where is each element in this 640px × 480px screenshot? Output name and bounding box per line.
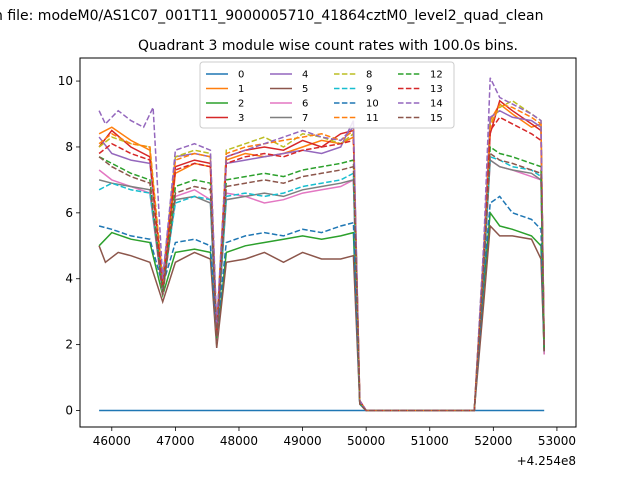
series-line-14 <box>98 77 545 412</box>
series-line-2 <box>98 210 545 412</box>
legend-label-7: 7 <box>302 113 308 124</box>
series-line-5 <box>98 224 545 412</box>
series-line-13 <box>98 116 545 412</box>
legend-label-3: 3 <box>238 113 244 124</box>
ticks-layer: 46000 47000 48000 49000 50000 51000 52000 53000… <box>58 74 576 448</box>
legend-label-0: 0 <box>238 70 244 81</box>
figure-suptitle: n file: modeM0/AS1C07_001T11_9000005710_… <box>0 8 543 24</box>
y-tick-label: 10 <box>58 74 73 88</box>
y-tick-label: 6 <box>65 206 73 220</box>
legend-label-1: 1 <box>238 84 244 95</box>
x-tick-label: 47000 <box>156 434 194 448</box>
legend-label-11: 11 <box>366 113 379 124</box>
legend-label-12: 12 <box>430 70 443 81</box>
x-tick-label: 51000 <box>411 434 449 448</box>
legend-label-13: 13 <box>430 84 443 95</box>
legend-label-6: 6 <box>302 99 308 110</box>
x-tick-label: 50000 <box>347 434 385 448</box>
legend-label-10: 10 <box>366 99 379 110</box>
plot-frame <box>79 57 577 428</box>
y-tick-label: 0 <box>65 404 73 418</box>
x-tick-label: 53000 <box>538 434 576 448</box>
series-layer <box>98 77 545 412</box>
y-tick-label: 2 <box>65 338 73 352</box>
legend-label-14: 14 <box>430 99 443 110</box>
series-line-12 <box>98 145 545 412</box>
x-tick-label: 46000 <box>93 434 131 448</box>
legend-label-2: 2 <box>238 99 244 110</box>
y-tick-label: 4 <box>65 272 73 286</box>
legend-label-8: 8 <box>366 70 372 81</box>
chart-title: Quadrant 3 module wise count rates with … <box>138 38 518 54</box>
legend-label-15: 15 <box>430 113 443 124</box>
series-line-10 <box>98 195 545 412</box>
legend-label-4: 4 <box>302 70 308 81</box>
legend-box <box>199 61 455 129</box>
legend-label-5: 5 <box>302 84 308 95</box>
x-offset-text: +4.254e8 <box>517 454 576 468</box>
y-tick-label: 8 <box>65 140 73 154</box>
x-tick-label: 48000 <box>220 434 258 448</box>
x-tick-label: 52000 <box>474 434 512 448</box>
x-tick-label: 49000 <box>283 434 321 448</box>
legend-label-9: 9 <box>366 84 372 95</box>
